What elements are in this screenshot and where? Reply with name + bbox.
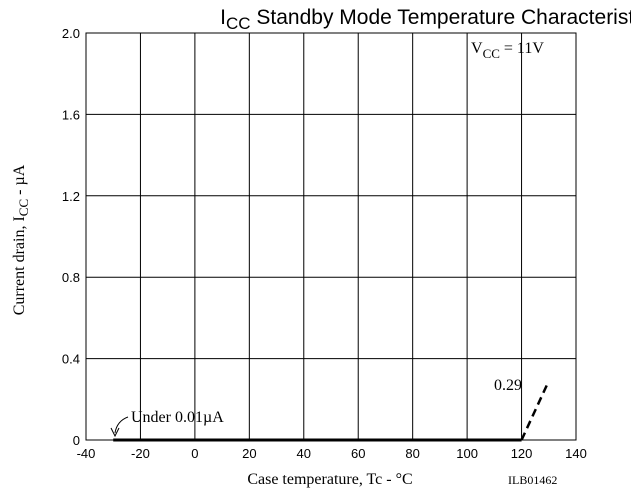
value-label-029: 0.29 xyxy=(494,377,522,394)
figure-code: ILB01462 xyxy=(508,473,557,487)
vcc-main: V xyxy=(471,40,483,57)
under-annotation: Under 0.01µA xyxy=(131,409,224,426)
x-tick-label: 120 xyxy=(511,446,533,461)
y-tick-label: 0.8 xyxy=(62,270,80,285)
vcc-rest: = 11V xyxy=(500,40,544,57)
title-sub: CC xyxy=(226,14,251,33)
x-tick-label: 100 xyxy=(456,446,478,461)
x-tick-label: 40 xyxy=(297,446,311,461)
y-tick-label: 0 xyxy=(73,433,80,448)
x-tick-labels: -40 -20 0 20 40 60 80 100 120 140 xyxy=(77,446,587,461)
title-rest: Standby Mode Temperature Characteristics xyxy=(251,6,631,29)
x-tick-label: 0 xyxy=(191,446,198,461)
x-tick-label: 80 xyxy=(405,446,419,461)
x-tick-label: 140 xyxy=(565,446,587,461)
x-tick-label: -20 xyxy=(131,446,150,461)
ylabel-main: Current drain, I xyxy=(11,216,28,315)
y-tick-label: 1.6 xyxy=(62,107,80,122)
grid xyxy=(86,33,576,440)
under-arrow-head xyxy=(110,427,120,438)
y-tick-label: 1.2 xyxy=(62,189,80,204)
y-tick-label: 2.0 xyxy=(62,26,80,41)
x-axis-label: Case temperature, Tc - °C xyxy=(247,471,412,488)
y-tick-label: 0.4 xyxy=(62,352,80,367)
under-leader-line xyxy=(114,416,129,434)
x-tick-label: 20 xyxy=(242,446,256,461)
chart-title: ICC Standby Mode Temperature Characteris… xyxy=(220,6,631,33)
y-tick-labels: 0 0.4 0.8 1.2 1.6 2.0 xyxy=(62,26,80,448)
x-tick-label: -40 xyxy=(77,446,96,461)
series-group xyxy=(113,380,550,442)
series-dashed-line xyxy=(520,380,550,441)
title-main: I xyxy=(220,6,226,29)
ylabel-sub: CC xyxy=(16,199,31,216)
y-axis-label: Current drain, ICC - µA xyxy=(11,164,31,315)
vcc-sub: CC xyxy=(483,46,500,61)
x-tick-label: 60 xyxy=(351,446,365,461)
vcc-label: VCC = 11V xyxy=(471,40,544,61)
ylabel-rest: - µA xyxy=(11,164,28,199)
